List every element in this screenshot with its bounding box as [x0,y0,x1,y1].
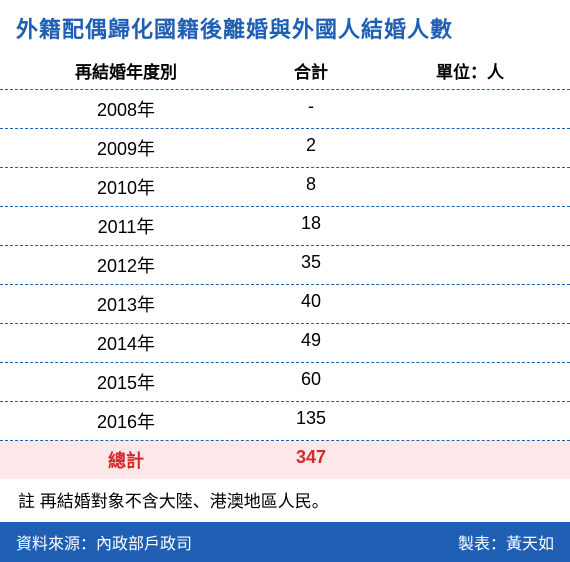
cell-year: 2012年 [16,252,236,278]
cell-year: 2016年 [16,408,236,434]
table-title: 外籍配偶歸化國籍後離婚與外國人結婚人數 [0,0,570,52]
cell-year: 2014年 [16,330,236,356]
cell-total: 2 [236,135,386,161]
table-container: 外籍配偶歸化國籍後離婚與外國人結婚人數 再結婚年度別 合計 單位：人 2008年… [0,0,570,562]
table-row: 2015年60 [0,363,570,402]
table-row: 2012年35 [0,246,570,285]
table-header: 再結婚年度別 合計 單位：人 [0,52,570,90]
table-row: 2016年135 [0,402,570,441]
cell-year: 2009年 [16,135,236,161]
table-row: 2009年2 [0,129,570,168]
cell-year: 2011年 [16,213,236,239]
table-row: 2010年8 [0,168,570,207]
cell-year: 2015年 [16,369,236,395]
cell-total: 8 [236,174,386,200]
cell-total: - [236,96,386,122]
header-unit: 單位：人 [386,58,554,83]
table-row: 2011年18 [0,207,570,246]
table-row: 2013年40 [0,285,570,324]
table-total-row: 總計 347 [0,441,570,479]
cell-year: 2008年 [16,96,236,122]
cell-year: 2010年 [16,174,236,200]
total-value: 347 [236,447,386,473]
header-total: 合計 [236,58,386,83]
footer-source: 資料來源：內政部戶政司 [16,530,192,554]
cell-total: 49 [236,330,386,356]
cell-total: 40 [236,291,386,317]
total-label: 總計 [16,447,236,473]
footer-author: 製表：黃天如 [458,530,554,554]
cell-total: 60 [236,369,386,395]
cell-year: 2013年 [16,291,236,317]
cell-total: 18 [236,213,386,239]
cell-total: 135 [236,408,386,434]
table-row: 2008年- [0,90,570,129]
table-footer: 資料來源：內政部戶政司 製表：黃天如 [0,522,570,562]
header-year: 再結婚年度別 [16,58,236,83]
table-row: 2014年49 [0,324,570,363]
table-note: 註 再結婚對象不含大陸、港澳地區人民。 [0,479,570,522]
table-body: 2008年-2009年22010年82011年182012年352013年402… [0,90,570,441]
cell-total: 35 [236,252,386,278]
